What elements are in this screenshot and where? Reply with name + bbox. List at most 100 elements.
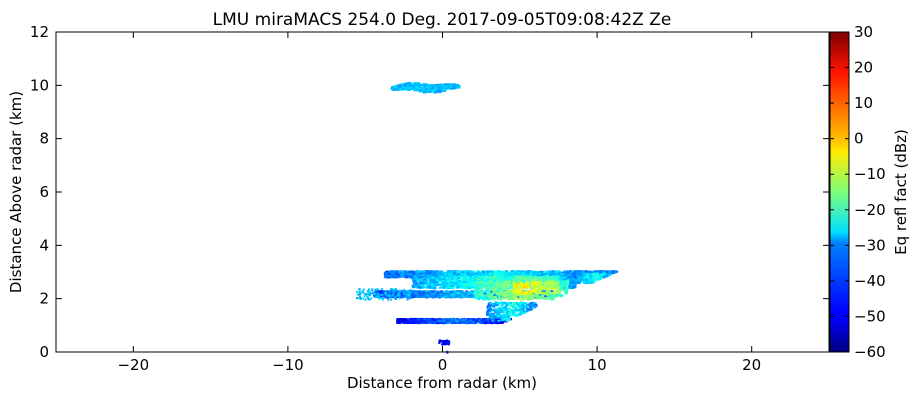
echo-pixel	[541, 288, 545, 291]
echo-pixel	[489, 292, 493, 295]
echo-pixel	[481, 275, 485, 278]
echo-pixel	[463, 295, 467, 298]
echo-pixel	[563, 288, 567, 291]
echo-pixel	[528, 275, 532, 278]
echo-pixel	[558, 276, 562, 279]
echo-pixel	[517, 290, 521, 293]
echo-pixel	[487, 286, 490, 288]
echo-pixel	[468, 274, 472, 277]
echo-pixel	[503, 295, 507, 298]
echo-pixel	[480, 276, 484, 279]
echo-pixel	[446, 270, 450, 273]
echo-pixel	[475, 296, 478, 299]
echo-pixel	[555, 279, 558, 282]
echo-pixel	[506, 278, 510, 281]
echo-pixel	[421, 285, 425, 288]
echo-pixel	[411, 294, 415, 297]
echo-pixel	[448, 84, 452, 87]
echo-pixel	[453, 272, 457, 275]
echo-pixel	[465, 278, 469, 281]
echo-pixel	[405, 271, 409, 274]
echo-pixel	[522, 282, 526, 285]
echo-pixel	[537, 291, 541, 294]
echo-pixel	[416, 272, 420, 275]
echo-pixel	[428, 292, 432, 295]
echo-pixel	[471, 286, 475, 289]
echo-pixel	[445, 282, 448, 285]
echo-pixel	[436, 270, 440, 273]
echo-pixel	[505, 270, 509, 273]
echo-pixel	[429, 281, 433, 284]
echo-pixel	[475, 275, 479, 278]
echo-pixel	[446, 285, 450, 288]
echo-pixel	[520, 282, 523, 285]
echo-pixel	[443, 295, 447, 298]
echo-pixel	[549, 298, 553, 301]
echo-pixel	[503, 271, 507, 274]
echo-pixel	[536, 274, 540, 277]
echo-pixel	[414, 291, 418, 294]
echo-pixel	[459, 272, 463, 275]
echo-pixel	[415, 274, 419, 277]
echo-pixel	[418, 90, 422, 93]
echo-pixel	[522, 277, 526, 280]
echo-pixel	[464, 274, 468, 277]
echo-pixel	[408, 293, 412, 295]
echo-pixel	[553, 290, 557, 293]
echo-pixel	[485, 297, 489, 300]
echo-pixel	[513, 290, 517, 292]
echo-pixel	[417, 82, 421, 85]
echo-pixel	[480, 278, 484, 281]
echo-pixel	[428, 290, 432, 293]
echo-pixel	[393, 274, 397, 277]
echo-pixel	[429, 279, 433, 282]
echo-pixel	[411, 275, 415, 278]
echo-pixel	[445, 277, 449, 279]
echo-layer	[356, 82, 619, 354]
echo-pixel	[456, 282, 460, 285]
echo-pixel	[445, 294, 449, 296]
echo-pixel	[416, 86, 420, 89]
echo-pixel	[435, 280, 439, 283]
echo-pixel	[440, 88, 444, 91]
echo-pixel	[536, 277, 540, 279]
echo-pixel	[415, 83, 418, 86]
echo-pixel	[578, 270, 582, 273]
echo-pixel	[375, 292, 379, 295]
echo-pixel	[472, 284, 476, 287]
echo-pixel	[512, 275, 516, 278]
echo-pixel	[429, 287, 433, 289]
echo-pixel	[450, 293, 454, 296]
echo-pixel	[485, 290, 489, 293]
echo-pixel	[432, 85, 436, 88]
echo-pixel	[413, 84, 417, 87]
echo-pixel	[433, 277, 437, 280]
echo-pixel	[563, 282, 567, 285]
echo-pixel	[387, 292, 390, 294]
echo-pixel	[445, 278, 449, 281]
echo-pixel	[438, 83, 442, 86]
echo-pixel	[557, 288, 561, 291]
echo-pixel	[452, 87, 456, 90]
echo-pixel	[449, 271, 453, 273]
echo-pixel	[441, 281, 445, 284]
echo-pixel	[568, 270, 572, 273]
echo-pixel	[560, 285, 564, 288]
echo-pixel	[563, 276, 567, 279]
echo-pixel	[446, 83, 450, 86]
echo-pixel	[499, 278, 503, 281]
echo-pixel	[448, 87, 451, 90]
echo-pixel	[447, 274, 451, 277]
echo-pixel	[423, 275, 427, 278]
echo-pixel	[434, 284, 438, 287]
echo-pixel	[552, 294, 556, 297]
echo-pixel	[504, 278, 508, 281]
echo-pixel	[478, 273, 482, 276]
echo-pixel	[421, 284, 425, 287]
echo-pixel	[431, 295, 435, 298]
echo-pixel	[393, 86, 397, 89]
echo-pixel	[534, 286, 538, 289]
echo-pixel	[444, 83, 448, 86]
echo-pixel	[461, 276, 465, 279]
echo-pixel	[462, 280, 466, 283]
